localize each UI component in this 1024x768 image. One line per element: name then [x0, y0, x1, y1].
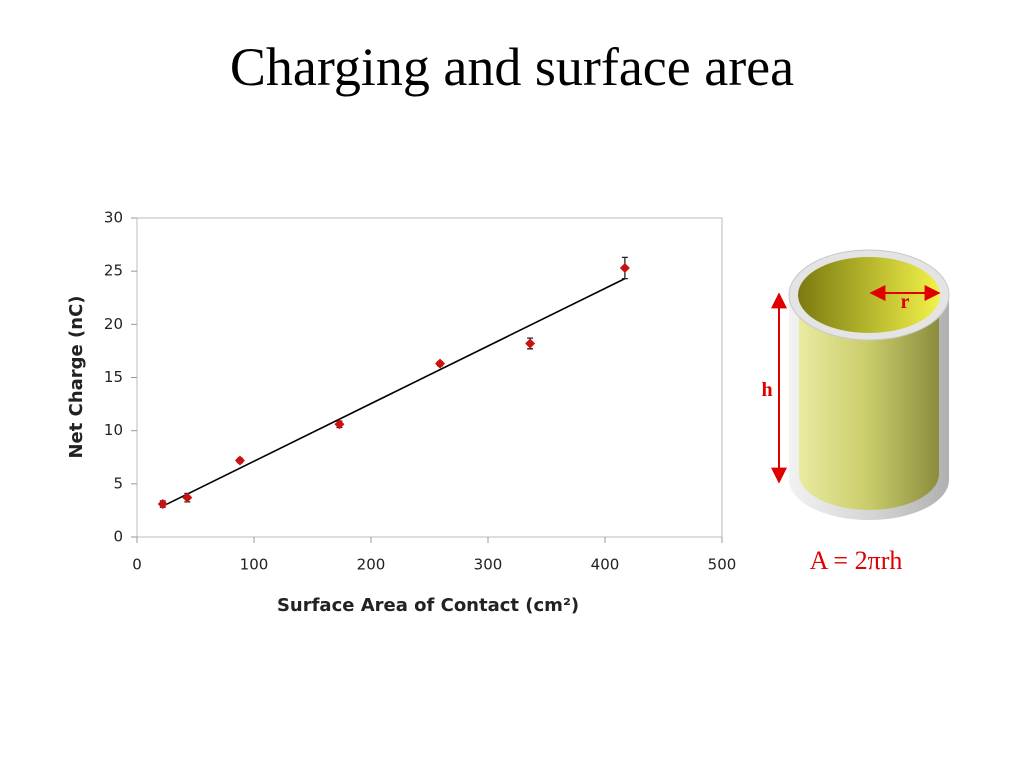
data-point — [525, 338, 536, 349]
x-tick-label: 200 — [357, 556, 386, 574]
area-formula: A = 2πrh — [810, 546, 903, 575]
data-point — [334, 419, 345, 430]
x-tick-label: 300 — [474, 556, 503, 574]
data-point — [435, 358, 446, 369]
data-point — [619, 262, 630, 273]
x-tick-label: 500 — [708, 556, 737, 574]
cylinder-diagram: r h A = 2πrh — [761, 249, 950, 575]
y-tick-label: 20 — [104, 315, 123, 333]
cylinder-opening — [798, 257, 940, 333]
y-axis-label: Net Charge (nC) — [66, 295, 87, 458]
trendline — [162, 277, 626, 507]
height-label: h — [761, 379, 772, 401]
data-point — [157, 499, 168, 510]
y-tick-label: 10 — [104, 421, 123, 439]
x-tick-label: 100 — [240, 556, 269, 574]
x-axis-label: Surface Area of Contact (cm²) — [277, 595, 579, 616]
data-point — [182, 492, 193, 503]
y-tick-label: 15 — [104, 368, 123, 386]
slide-title: Charging and surface area — [230, 37, 794, 97]
x-tick-label: 400 — [591, 556, 620, 574]
y-tick-label: 30 — [104, 209, 123, 227]
plot-frame — [136, 217, 723, 538]
radius-label: r — [901, 291, 910, 313]
y-tick-label: 25 — [104, 262, 123, 280]
cylinder-body — [799, 298, 939, 510]
y-tick-label: 0 — [113, 528, 123, 546]
x-tick-label: 0 — [132, 556, 142, 574]
y-tick-label: 5 — [113, 474, 123, 492]
data-point — [234, 455, 245, 466]
